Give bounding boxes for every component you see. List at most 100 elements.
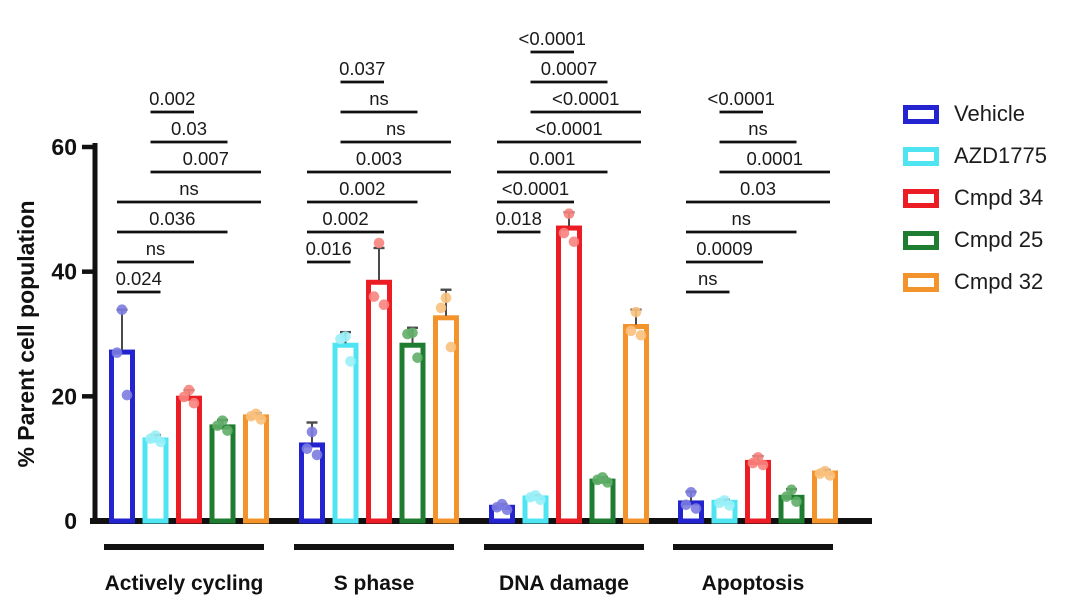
- category-label-actively-cycling: Actively cycling: [105, 572, 264, 595]
- data-point-vehicle: [690, 503, 702, 514]
- y-tick-label: 0: [64, 508, 77, 534]
- category-label-apoptosis: Apoptosis: [702, 572, 805, 595]
- data-point-cmpd-25: [402, 328, 413, 340]
- significance-label: <0.0001: [519, 28, 586, 49]
- data-point-vehicle: [306, 426, 318, 438]
- bar-cmpd-32-dna-damage: [623, 324, 649, 524]
- significance-label: 0.003: [356, 148, 402, 169]
- data-point-cmpd-34: [563, 208, 575, 219]
- category-label-dna-damage: DNA damage: [499, 572, 629, 595]
- data-point-cmpd-34: [373, 237, 385, 249]
- data-point-cmpd-34: [368, 291, 380, 302]
- bar-cmpd-32-s-phase: [433, 315, 459, 524]
- bar-vehicle-s-phase: [299, 442, 325, 524]
- data-point-cmpd-34: [178, 391, 190, 403]
- bar-azd1775-s-phase: [332, 342, 359, 524]
- data-point-azd1775: [155, 436, 166, 448]
- significance-label: 0.002: [339, 178, 385, 199]
- data-point-cmpd-25: [602, 477, 613, 488]
- significance-label: 0.037: [339, 58, 385, 79]
- legend-item-vehicle: Vehicle: [903, 101, 1047, 126]
- bar-cmpd-25-actively-cycling: [209, 424, 236, 524]
- data-point-azd1775: [145, 433, 156, 445]
- significance-label: 0.001: [529, 148, 575, 169]
- data-point-cmpd-34: [558, 227, 570, 239]
- bar-cmpd-34-apoptosis: [745, 459, 771, 524]
- legend-item-cmpd-25: Cmpd 25: [903, 227, 1047, 252]
- y-axis-title: % Parent cell population: [13, 200, 39, 467]
- significance-label: 0.036: [149, 208, 195, 229]
- significance-label: 0.007: [183, 148, 229, 169]
- data-point-vehicle: [111, 347, 123, 359]
- data-point-cmpd-25: [222, 425, 233, 436]
- data-point-cmpd-34: [568, 236, 580, 248]
- data-point-cmpd-32: [814, 468, 826, 479]
- data-point-azd1775: [714, 497, 725, 509]
- bar-cmpd-34-s-phase: [366, 279, 392, 524]
- legend-swatch-vehicle: [903, 104, 939, 124]
- significance-label: 0.016: [306, 238, 352, 259]
- data-point-vehicle: [685, 487, 697, 498]
- plot-layer: 0 20 40 60 0.024 ns 0.036 ns 0.007 0.03 0.002 0.016…: [51, 28, 872, 595]
- significance-label: ns: [386, 118, 406, 139]
- significance-label: ns: [748, 118, 768, 139]
- data-point-vehicle: [501, 504, 513, 516]
- data-point-cmpd-34: [378, 299, 390, 311]
- significance-label: <0.0001: [535, 118, 602, 139]
- y-tick-label: 40: [51, 259, 77, 285]
- data-point-cmpd-32: [445, 341, 457, 353]
- significance-label: <0.0001: [708, 88, 775, 109]
- data-point-azd1775: [724, 500, 735, 511]
- significance-label: ns: [698, 268, 718, 289]
- y-tick-label: 20: [51, 383, 77, 409]
- significance-label: ns: [731, 208, 751, 229]
- bar-azd1775-actively-cycling: [142, 437, 169, 524]
- data-point-cmpd-34: [188, 397, 200, 409]
- significance-label: 0.002: [322, 208, 368, 229]
- data-point-azd1775: [345, 356, 356, 367]
- data-point-azd1775: [525, 492, 536, 503]
- legend-label: Cmpd 34: [954, 185, 1044, 210]
- y-tick-label: 60: [51, 134, 77, 160]
- data-point-cmpd-32: [630, 306, 642, 318]
- data-point-cmpd-25: [412, 352, 423, 363]
- significance-label: 0.0001: [746, 148, 803, 169]
- significance-label: 0.03: [171, 118, 207, 139]
- bar-cmpd-32-actively-cycling: [243, 414, 269, 524]
- bar-cmpd-34-dna-damage: [556, 225, 582, 524]
- category-label-s-phase: S phase: [334, 572, 415, 595]
- legend-label: Cmpd 32: [954, 269, 1044, 294]
- legend-item-azd1775: AZD1775: [903, 143, 1047, 168]
- data-point-cmpd-32: [435, 302, 447, 314]
- bar-vehicle-actively-cycling: [109, 349, 135, 524]
- bar-cmpd-25-s-phase: [399, 342, 426, 524]
- significance-label: <0.0001: [502, 178, 569, 199]
- significance-label: <0.0001: [552, 88, 619, 109]
- legend: Vehicle AZD1775 Cmpd 34 Cmpd 25 Cmpd 32: [903, 101, 1047, 294]
- data-point-cmpd-25: [791, 496, 802, 507]
- significance-label: ns: [369, 88, 389, 109]
- legend-item-cmpd-32: Cmpd 32: [903, 269, 1047, 294]
- data-point-cmpd-34: [757, 459, 769, 471]
- significance-label: ns: [146, 238, 166, 259]
- legend-label: Cmpd 25: [954, 227, 1044, 252]
- data-point-vehicle: [301, 443, 313, 454]
- bar-cmpd-34-actively-cycling: [176, 395, 202, 524]
- data-point-cmpd-32: [245, 410, 257, 422]
- data-point-cmpd-25: [212, 420, 223, 431]
- significance-label: 0.018: [496, 208, 542, 229]
- data-point-cmpd-34: [747, 457, 759, 469]
- legend-swatch-cmpd-32: [903, 272, 939, 292]
- legend-swatch-azd1775: [903, 146, 939, 166]
- legend-label: Vehicle: [954, 101, 1025, 126]
- data-point-vehicle: [680, 499, 692, 511]
- data-point-cmpd-32: [625, 325, 637, 337]
- legend-swatch-cmpd-34: [903, 188, 939, 208]
- data-point-vehicle: [491, 501, 503, 513]
- data-point-cmpd-32: [824, 470, 836, 481]
- data-point-cmpd-25: [592, 474, 603, 486]
- legend-label: AZD1775: [954, 143, 1047, 168]
- significance-label: 0.024: [116, 268, 162, 289]
